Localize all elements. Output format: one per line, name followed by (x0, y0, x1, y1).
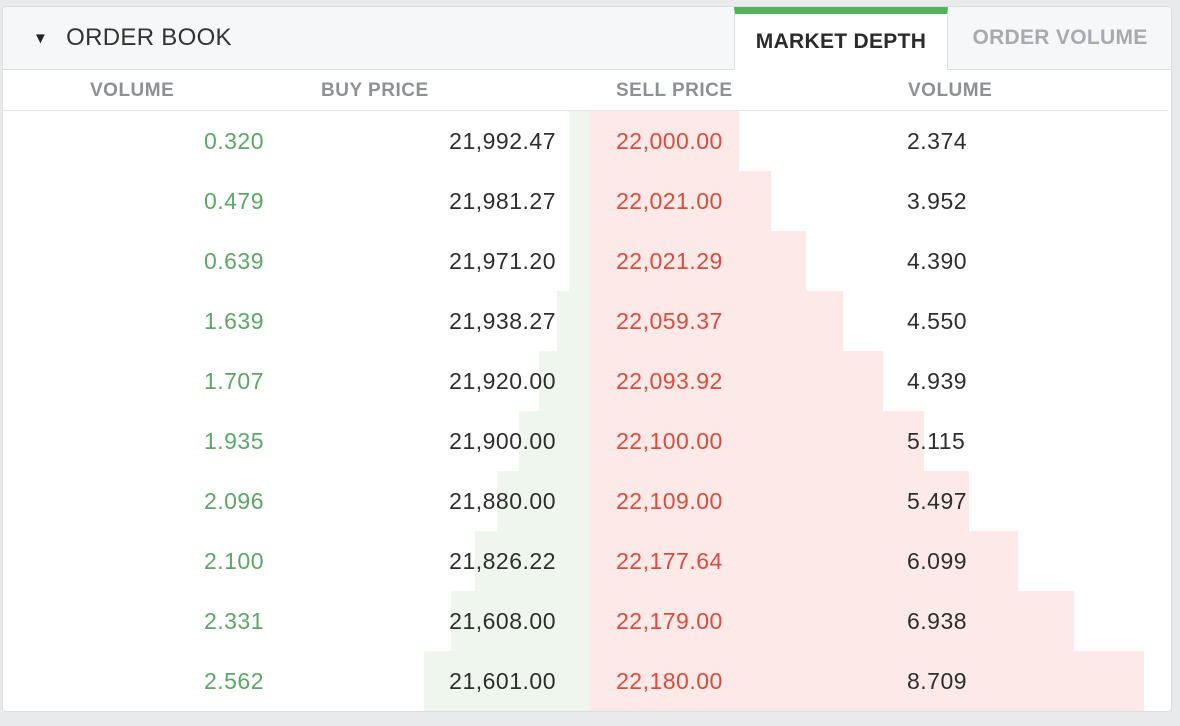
sell-volume-cell: 4.390 (907, 248, 968, 274)
sell-depth-bar (589, 171, 771, 231)
sell-price-cell: 22,179.00 (616, 608, 723, 634)
buy-price-cell: 21,608.00 (449, 608, 556, 634)
order-row[interactable]: 0.320 21,992.47 22,000.00 2.374 (3, 111, 1171, 171)
sell-depth-bar (589, 651, 1144, 711)
sell-volume-cell: 2.374 (907, 128, 968, 154)
buy-price-cell: 21,880.00 (449, 488, 556, 514)
column-headers: VOLUME BUY PRICE SELL PRICE VOLUME (3, 70, 1168, 111)
sell-depth-bar (589, 471, 969, 531)
buy-volume-cell: 0.479 (203, 188, 264, 214)
buy-depth-bar (475, 531, 589, 591)
caret-down-icon[interactable]: ▼ (33, 29, 49, 47)
sell-depth-bar (589, 591, 1074, 651)
sell-depth-bar (589, 411, 925, 471)
sell-depth-bar (589, 351, 883, 411)
buy-price-cell: 21,900.00 (449, 428, 556, 454)
order-row[interactable]: 2.562 21,601.00 22,180.00 8.709 (3, 651, 1171, 711)
buy-volume-cell: 1.707 (203, 368, 264, 394)
buy-price-header: BUY PRICE (321, 80, 429, 101)
sell-depth-bar (589, 531, 1018, 591)
order-book-header: ▼ ORDER BOOK MARKET DEPTH ORDER VOLUME (3, 7, 1171, 70)
sell-depth-bar (589, 111, 739, 171)
tab-order-volume[interactable]: ORDER VOLUME (972, 26, 1148, 49)
order-row[interactable]: 2.100 21,826.22 22,177.64 6.099 (3, 531, 1171, 591)
sell-price-cell: 22,100.00 (616, 428, 723, 454)
order-row[interactable]: 1.707 21,920.00 22,093.92 4.939 (3, 351, 1171, 411)
sell-volume-header: VOLUME (908, 80, 993, 101)
order-row[interactable]: 2.096 21,880.00 22,109.00 5.497 (3, 471, 1171, 531)
order-row[interactable]: 1.935 21,900.00 22,100.00 5.115 (3, 411, 1171, 471)
buy-price-cell: 21,981.27 (449, 188, 556, 214)
buy-volume-cell: 1.935 (203, 428, 264, 454)
buy-depth-bar (556, 291, 589, 351)
sell-volume-cell: 5.115 (907, 428, 966, 454)
order-book-panel: ▼ ORDER BOOK MARKET DEPTH ORDER VOLUME V… (2, 6, 1172, 712)
order-book-title: ORDER BOOK (66, 24, 232, 51)
buy-depth-bar (569, 231, 589, 291)
sell-price-cell: 22,059.37 (616, 308, 723, 334)
sell-volume-cell: 5.497 (907, 488, 968, 514)
buy-volume-header: VOLUME (90, 80, 175, 101)
buy-volume-cell: 2.562 (203, 668, 264, 694)
buy-price-cell: 21,938.27 (449, 308, 556, 334)
sell-price-cell: 22,177.64 (616, 548, 723, 574)
sell-volume-cell: 4.550 (907, 308, 968, 334)
order-row[interactable]: 0.639 21,971.20 22,021.29 4.390 (3, 231, 1171, 291)
buy-price-cell: 21,920.00 (449, 368, 556, 394)
order-book-toggle[interactable]: ▼ ORDER BOOK (33, 7, 232, 69)
buy-volume-cell: 2.331 (203, 608, 264, 634)
buy-depth-bar (450, 591, 589, 651)
order-rows: 0.320 21,992.47 22,000.00 2.374 0.479 21,981.… (3, 111, 1171, 711)
buy-volume-cell: 1.639 (203, 308, 264, 334)
buy-volume-cell: 0.320 (203, 128, 264, 154)
sell-price-cell: 22,021.29 (616, 248, 723, 274)
sell-price-cell: 22,021.00 (616, 188, 723, 214)
buy-depth-bar (496, 471, 589, 531)
buy-depth-bar (424, 651, 589, 711)
buy-depth-bar (539, 351, 589, 411)
sell-depth-bar (589, 291, 844, 351)
sell-volume-cell: 6.099 (907, 548, 968, 574)
sell-depth-bar (589, 231, 807, 291)
sell-price-cell: 22,109.00 (616, 488, 723, 514)
buy-depth-bar (569, 111, 589, 171)
buy-price-cell: 21,971.20 (449, 248, 556, 274)
buy-price-cell: 21,601.00 (449, 668, 556, 694)
order-row[interactable]: 0.479 21,981.27 22,021.00 3.952 (3, 171, 1171, 231)
sell-volume-cell: 8.709 (907, 668, 968, 694)
order-row[interactable]: 2.331 21,608.00 22,179.00 6.938 (3, 591, 1171, 651)
sell-price-cell: 22,000.00 (616, 128, 723, 154)
buy-depth-bar (569, 171, 589, 231)
sell-volume-cell: 3.952 (907, 188, 968, 214)
order-row[interactable]: 1.639 21,938.27 22,059.37 4.550 (3, 291, 1171, 351)
sell-price-cell: 22,093.92 (616, 368, 723, 394)
buy-price-cell: 21,826.22 (449, 548, 556, 574)
buy-volume-cell: 2.100 (203, 548, 264, 574)
sell-volume-cell: 6.938 (907, 608, 968, 634)
sell-price-header: SELL PRICE (616, 80, 733, 101)
sell-volume-cell: 4.939 (907, 368, 968, 394)
tab-market-depth[interactable]: MARKET DEPTH (734, 7, 948, 70)
sell-price-cell: 22,180.00 (616, 668, 723, 694)
buy-volume-cell: 0.639 (203, 248, 264, 274)
buy-depth-bar (518, 411, 589, 471)
buy-volume-cell: 2.096 (203, 488, 264, 514)
buy-price-cell: 21,992.47 (449, 128, 556, 154)
